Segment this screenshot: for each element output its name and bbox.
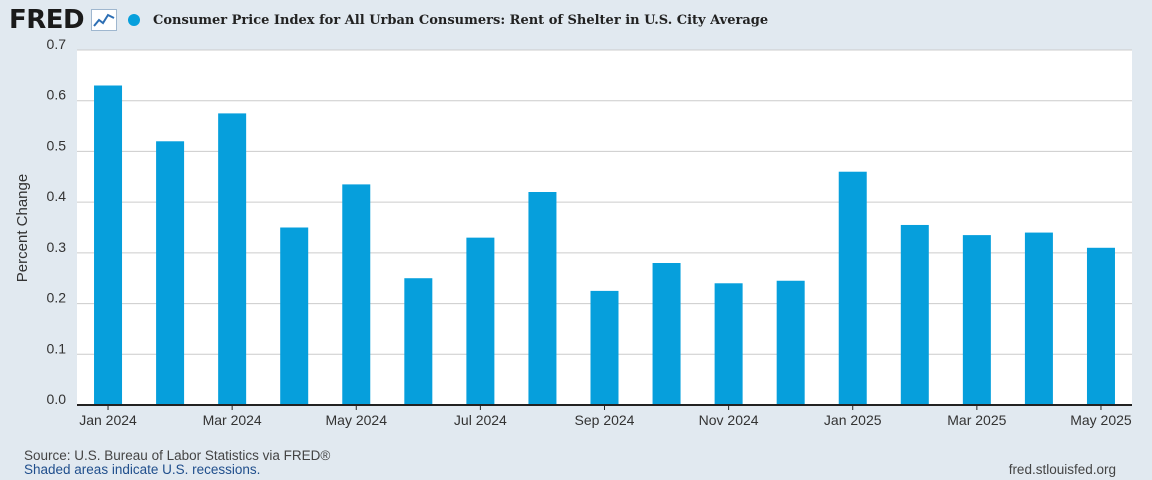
bar-feb-2025[interactable]: [900, 224, 929, 405]
bar-feb-2024[interactable]: [156, 141, 185, 406]
bar-nov-2024[interactable]: [714, 283, 743, 405]
y-tick-label: 0.3: [47, 239, 67, 255]
series-legend-dot: [128, 14, 140, 26]
bar-sep-2024[interactable]: [590, 290, 619, 405]
x-tick-label: Mar 2024: [203, 412, 262, 428]
x-tick-label: Nov 2024: [699, 412, 759, 428]
x-tick-label: Sep 2024: [575, 412, 635, 428]
x-tick-label: Jan 2025: [824, 412, 882, 428]
y-tick-label: 0.2: [47, 290, 67, 306]
bar-apr-2025[interactable]: [1024, 232, 1053, 405]
bar-may-2025[interactable]: [1086, 247, 1115, 405]
bar-mar-2024[interactable]: [218, 113, 247, 406]
bar-oct-2024[interactable]: [652, 263, 681, 405]
x-tick-label: May 2025: [1070, 412, 1132, 428]
line-chart-icon: [91, 9, 117, 31]
fred-url[interactable]: fred.stlouisfed.org: [1008, 462, 1116, 477]
fred-logo[interactable]: FRED: [9, 5, 85, 35]
bar-mar-2025[interactable]: [962, 235, 991, 405]
bar-jul-2024[interactable]: [466, 237, 495, 405]
bar-chart: 0.0 0.1 0.2 0.3 0.4 0.5 0.6 0.7 Jan 2024 Mar 202…: [14, 36, 1132, 428]
y-tick-label: 0.6: [47, 87, 67, 103]
y-tick-label: 0.7: [47, 36, 67, 52]
x-tick-label: Jul 2024: [454, 412, 507, 428]
chart-header: FRED Consumer Price Index for All Urban …: [0, 0, 1152, 44]
bar-apr-2024[interactable]: [280, 227, 309, 406]
bar-jan-2025[interactable]: [838, 171, 867, 405]
source-note: Source: U.S. Bureau of Labor Statistics …: [24, 448, 331, 463]
y-tick-label: 0.4: [47, 188, 67, 204]
bar-aug-2024[interactable]: [528, 192, 557, 405]
y-tick-label: 0.0: [47, 391, 67, 407]
x-tick-label: Mar 2025: [947, 412, 1006, 428]
bar-jan-2024[interactable]: [94, 85, 123, 406]
y-axis-label: Percent Change: [14, 174, 31, 282]
y-axis-ticks: 0.0 0.1 0.2 0.3 0.4 0.5 0.6 0.7: [47, 36, 67, 407]
bars: [94, 85, 1115, 406]
y-tick-label: 0.5: [47, 137, 67, 153]
recessions-link[interactable]: Shaded areas indicate U.S. recessions.: [24, 462, 261, 477]
x-tick-label: May 2024: [326, 412, 388, 428]
x-axis-ticks: Jan 2024 Mar 2024 May 2024 Jul 2024 Sep 2024…: [79, 405, 1132, 428]
y-tick-label: 0.1: [47, 340, 67, 356]
bar-dec-2024[interactable]: [776, 280, 805, 405]
series-title: Consumer Price Index for All Urban Consu…: [153, 13, 769, 28]
x-tick-label: Jan 2024: [79, 412, 137, 428]
bar-jun-2024[interactable]: [404, 278, 433, 405]
bar-may-2024[interactable]: [342, 184, 371, 405]
